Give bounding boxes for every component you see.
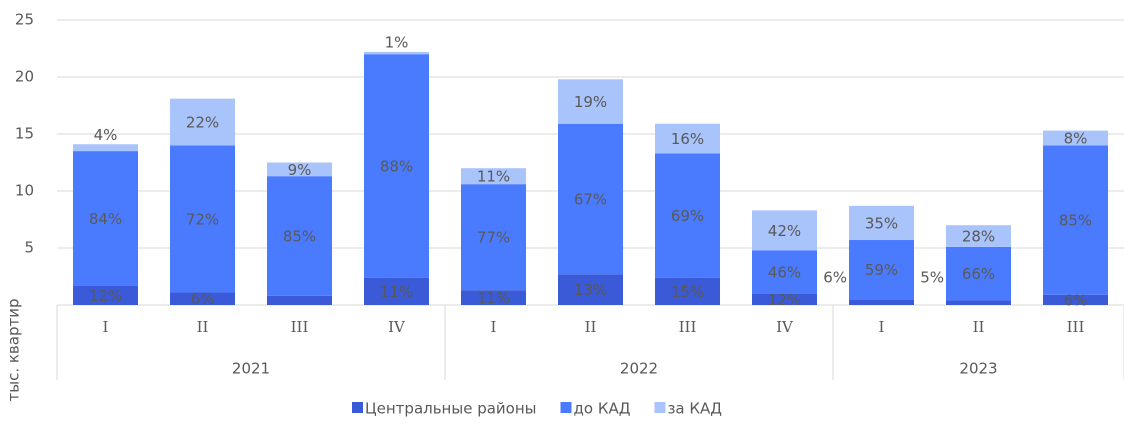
bar-segment: [558, 123, 623, 275]
bar-segment: [364, 51, 429, 55]
data-label: 9%: [288, 161, 312, 179]
y-tick-label: 10: [15, 182, 34, 200]
data-label: 59%: [865, 261, 898, 279]
data-label: 85%: [283, 228, 316, 246]
data-label: 6%: [1064, 291, 1088, 309]
data-label: 28%: [962, 228, 995, 246]
data-label: 84%: [89, 210, 122, 228]
x-tick-label: IV: [388, 318, 406, 336]
bar-segment: [73, 285, 138, 305]
y-tick-label: 25: [15, 11, 34, 29]
bar-segment: [655, 123, 720, 154]
bar-segment: [170, 145, 235, 293]
bar-segment: [655, 277, 720, 305]
data-label: 46%: [768, 263, 801, 281]
x-tick-label: III: [291, 318, 309, 336]
bar-segment: [1043, 145, 1108, 295]
bar-segment: [73, 144, 138, 152]
bar-segment: [1043, 130, 1108, 146]
legend-swatch: [654, 402, 666, 413]
x-tick-label: II: [585, 318, 597, 336]
legend-swatch: [560, 402, 572, 413]
x-tick-label: III: [679, 318, 697, 336]
bar-segment: [364, 54, 429, 278]
y-tick-label: 15: [15, 125, 34, 143]
data-label: 5%: [920, 269, 944, 287]
bar-segment: [461, 184, 526, 291]
bar-segment: [849, 299, 914, 305]
data-label: 12%: [89, 287, 122, 305]
bar-segment: [752, 210, 817, 251]
data-label: 11%: [477, 289, 510, 307]
group-label: 2021: [232, 360, 270, 378]
x-tick-label: I: [103, 318, 109, 336]
data-label: 22%: [186, 114, 219, 132]
bar-segment: [364, 277, 429, 305]
bar-segment: [752, 293, 817, 305]
x-tick-label: IV: [776, 318, 794, 336]
y-tick-label: 20: [15, 68, 34, 86]
data-label: 13%: [574, 281, 607, 299]
bar-segment: [558, 274, 623, 305]
data-label: 16%: [671, 130, 704, 148]
data-label: 42%: [768, 222, 801, 240]
bar-segment: [267, 295, 332, 305]
data-label: 1%: [385, 33, 409, 51]
bar-segment: [73, 151, 138, 286]
data-label: 69%: [671, 207, 704, 225]
bar-segment: [849, 240, 914, 300]
bar-segment: [1043, 294, 1108, 305]
bar-segment: [946, 300, 1011, 305]
x-tick-label: II: [973, 318, 985, 336]
bar-segment: [170, 98, 235, 146]
legend-label: Центральные районы: [365, 400, 537, 418]
legend-label: за КАД: [667, 400, 722, 418]
bar-segment: [752, 250, 817, 294]
group-label: 2023: [959, 360, 997, 378]
data-label: 66%: [962, 265, 995, 283]
data-label: 72%: [186, 210, 219, 228]
group-label: 2022: [620, 360, 658, 378]
data-label: 19%: [574, 93, 607, 111]
bar-segment: [946, 246, 1011, 301]
bar-segment: [461, 290, 526, 305]
bar-segment: [849, 205, 914, 241]
bar-segment: [170, 292, 235, 305]
x-tick-label: I: [879, 318, 885, 336]
bar-segment: [655, 153, 720, 278]
bar-segment: [558, 79, 623, 124]
x-tick-label: I: [491, 318, 497, 336]
data-label: 6%: [823, 269, 847, 287]
data-label: 15%: [671, 283, 704, 301]
data-label: 8%: [1064, 129, 1088, 147]
data-label: 11%: [477, 168, 510, 186]
data-label: 11%: [380, 283, 413, 301]
data-label: 4%: [94, 126, 118, 144]
bar-segment: [461, 168, 526, 185]
x-tick-label: II: [197, 318, 209, 336]
data-label: 88%: [380, 157, 413, 175]
legend-swatch: [352, 402, 363, 413]
x-tick-label: III: [1067, 318, 1085, 336]
y-tick-label: 5: [24, 239, 34, 257]
bar-segment: [267, 162, 332, 177]
data-label: 85%: [1059, 212, 1092, 230]
data-label: 77%: [477, 229, 510, 247]
data-label: 67%: [574, 190, 607, 208]
legend-label: до КАД: [574, 400, 631, 418]
data-label: 12%: [768, 291, 801, 309]
bar-segment: [946, 225, 1011, 247]
bar-segment: [267, 176, 332, 296]
data-label: 6%: [191, 290, 215, 308]
data-label: 35%: [865, 214, 898, 232]
y-axis-title: тыс. квартир: [5, 299, 23, 402]
